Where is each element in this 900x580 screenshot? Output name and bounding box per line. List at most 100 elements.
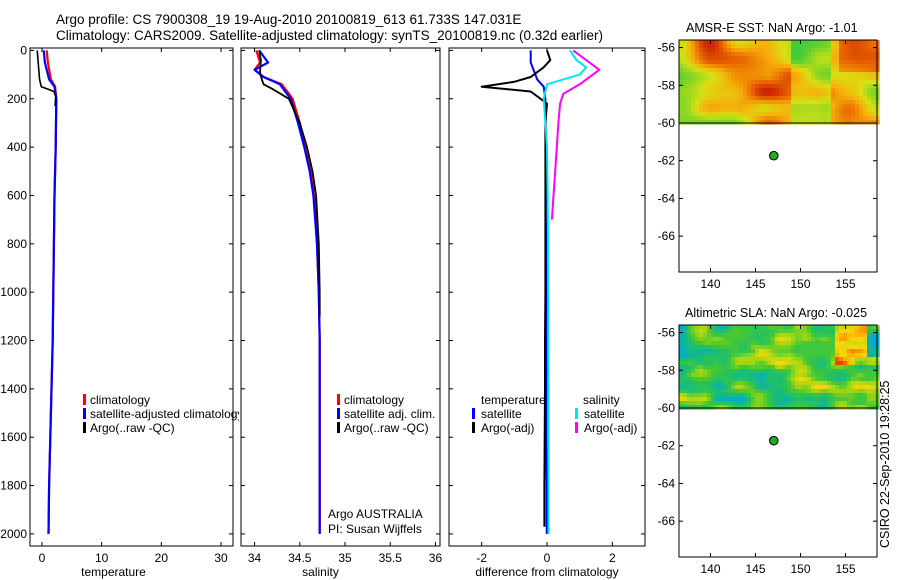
- heatmap-cell: [839, 80, 844, 85]
- heatmap-cell: [719, 397, 724, 402]
- heatmap-cell: [863, 96, 868, 101]
- heatmap-cell: [847, 361, 852, 366]
- heatmap-cell: [767, 96, 772, 101]
- heatmap-cell: [871, 333, 876, 338]
- heatmap-cell: [735, 60, 740, 65]
- heatmap-cell: [775, 365, 780, 370]
- heatmap-cell: [831, 389, 836, 394]
- heatmap-cell: [823, 76, 828, 81]
- x-tick-label-sal-1: 34.5: [288, 551, 312, 565]
- heatmap-cell: [751, 373, 756, 378]
- heatmap-cell: [715, 401, 720, 406]
- heatmap-cell: [739, 345, 744, 350]
- heatmap-cell: [767, 116, 772, 121]
- heatmap-cell: [811, 60, 816, 65]
- heatmap-cell: [687, 60, 692, 65]
- heatmap-cell: [759, 373, 764, 378]
- heatmap-cell: [831, 385, 836, 390]
- heatmap-cell: [783, 405, 788, 410]
- heatmap-cell: [823, 393, 828, 398]
- heatmap-cell: [775, 325, 780, 330]
- heatmap-cell: [763, 56, 768, 61]
- heatmap-cell: [747, 104, 752, 109]
- heatmap-cell: [695, 40, 700, 45]
- heatmap-cell: [787, 60, 792, 65]
- heatmap-cell: [719, 377, 724, 382]
- heatmap-cell: [695, 48, 700, 53]
- heatmap-cell: [835, 401, 840, 406]
- heatmap-cell: [819, 393, 824, 398]
- heatmap-cell: [835, 100, 840, 105]
- vertical-credit-text: CSIRO 22-Sep-2010 19:28:25: [878, 380, 892, 548]
- legend-heading-1: salinity: [583, 393, 620, 407]
- heatmap-cell: [715, 341, 720, 346]
- heatmap-cell: [799, 329, 804, 334]
- heatmap-cell: [835, 369, 840, 374]
- heatmap-cell: [679, 72, 684, 77]
- heatmap-cell: [731, 329, 736, 334]
- heatmap-cell: [699, 64, 704, 69]
- heatmap-cell: [787, 76, 792, 81]
- heatmap-cell: [831, 100, 836, 105]
- heatmap-cell: [707, 112, 712, 117]
- heatmap-cell: [747, 48, 752, 53]
- heatmap-cell: [711, 108, 716, 113]
- heatmap-cell: [807, 353, 812, 358]
- heatmap-cell: [839, 377, 844, 382]
- heatmap-cell: [799, 68, 804, 73]
- heatmap-cell: [735, 357, 740, 362]
- legend-heading-0: temperature: [481, 393, 546, 407]
- heatmap-cell: [715, 373, 720, 378]
- heatmap-cell: [791, 341, 796, 346]
- heatmap-cell: [835, 112, 840, 117]
- heatmap-cell: [807, 357, 812, 362]
- heatmap-cell: [735, 116, 740, 121]
- heatmap-cell: [711, 72, 716, 77]
- heatmap-cell: [847, 329, 852, 334]
- heatmap-cell: [711, 341, 716, 346]
- heatmap-cell: [807, 68, 812, 73]
- heatmap-cell: [719, 104, 724, 109]
- y-tick-label-6: 1200: [0, 334, 27, 348]
- heatmap-cell: [855, 100, 860, 105]
- heatmap-cell: [699, 393, 704, 398]
- heatmap-cell: [703, 329, 708, 334]
- y-tick-label-5: 1000: [0, 285, 27, 299]
- heatmap-cell: [703, 84, 708, 89]
- map-x-tick-label-sla-1: 145: [745, 562, 765, 576]
- heatmap-cell: [815, 48, 820, 53]
- heatmap-cell: [735, 80, 740, 85]
- heatmap-cell: [759, 112, 764, 117]
- heatmap-cell: [807, 369, 812, 374]
- heatmap-cell: [699, 104, 704, 109]
- heatmap-cell: [859, 112, 864, 117]
- heatmap-cell: [759, 116, 764, 121]
- heatmap-cell: [787, 92, 792, 97]
- heatmap-cell: [799, 349, 804, 354]
- heatmap-cell: [791, 381, 796, 386]
- heatmap-cell: [731, 52, 736, 57]
- heatmap-cell: [683, 365, 688, 370]
- heatmap-cell: [683, 397, 688, 402]
- heatmap-cell: [807, 349, 812, 354]
- heatmap-cell: [863, 84, 868, 89]
- heatmap-cell: [755, 116, 760, 121]
- heatmap-cell: [827, 365, 832, 370]
- heatmap-cell: [787, 333, 792, 338]
- legend-label-diff-1-1: Argo(-adj): [584, 421, 637, 435]
- heatmap-cell: [707, 325, 712, 330]
- heatmap-cell: [731, 108, 736, 113]
- heatmap-cell: [819, 401, 824, 406]
- heatmap-cell: [711, 88, 716, 93]
- heatmap-cell: [843, 44, 848, 49]
- heatmap-cell: [783, 84, 788, 89]
- heatmap-cell: [727, 401, 732, 406]
- heatmap-cell: [707, 337, 712, 342]
- heatmap-cell: [867, 120, 872, 125]
- heatmap-cell: [847, 393, 852, 398]
- heatmap-cell: [743, 48, 748, 53]
- heatmap-cell: [679, 341, 684, 346]
- heatmap-cell: [799, 385, 804, 390]
- heatmap-cell: [843, 397, 848, 402]
- heatmap-cell: [759, 120, 764, 125]
